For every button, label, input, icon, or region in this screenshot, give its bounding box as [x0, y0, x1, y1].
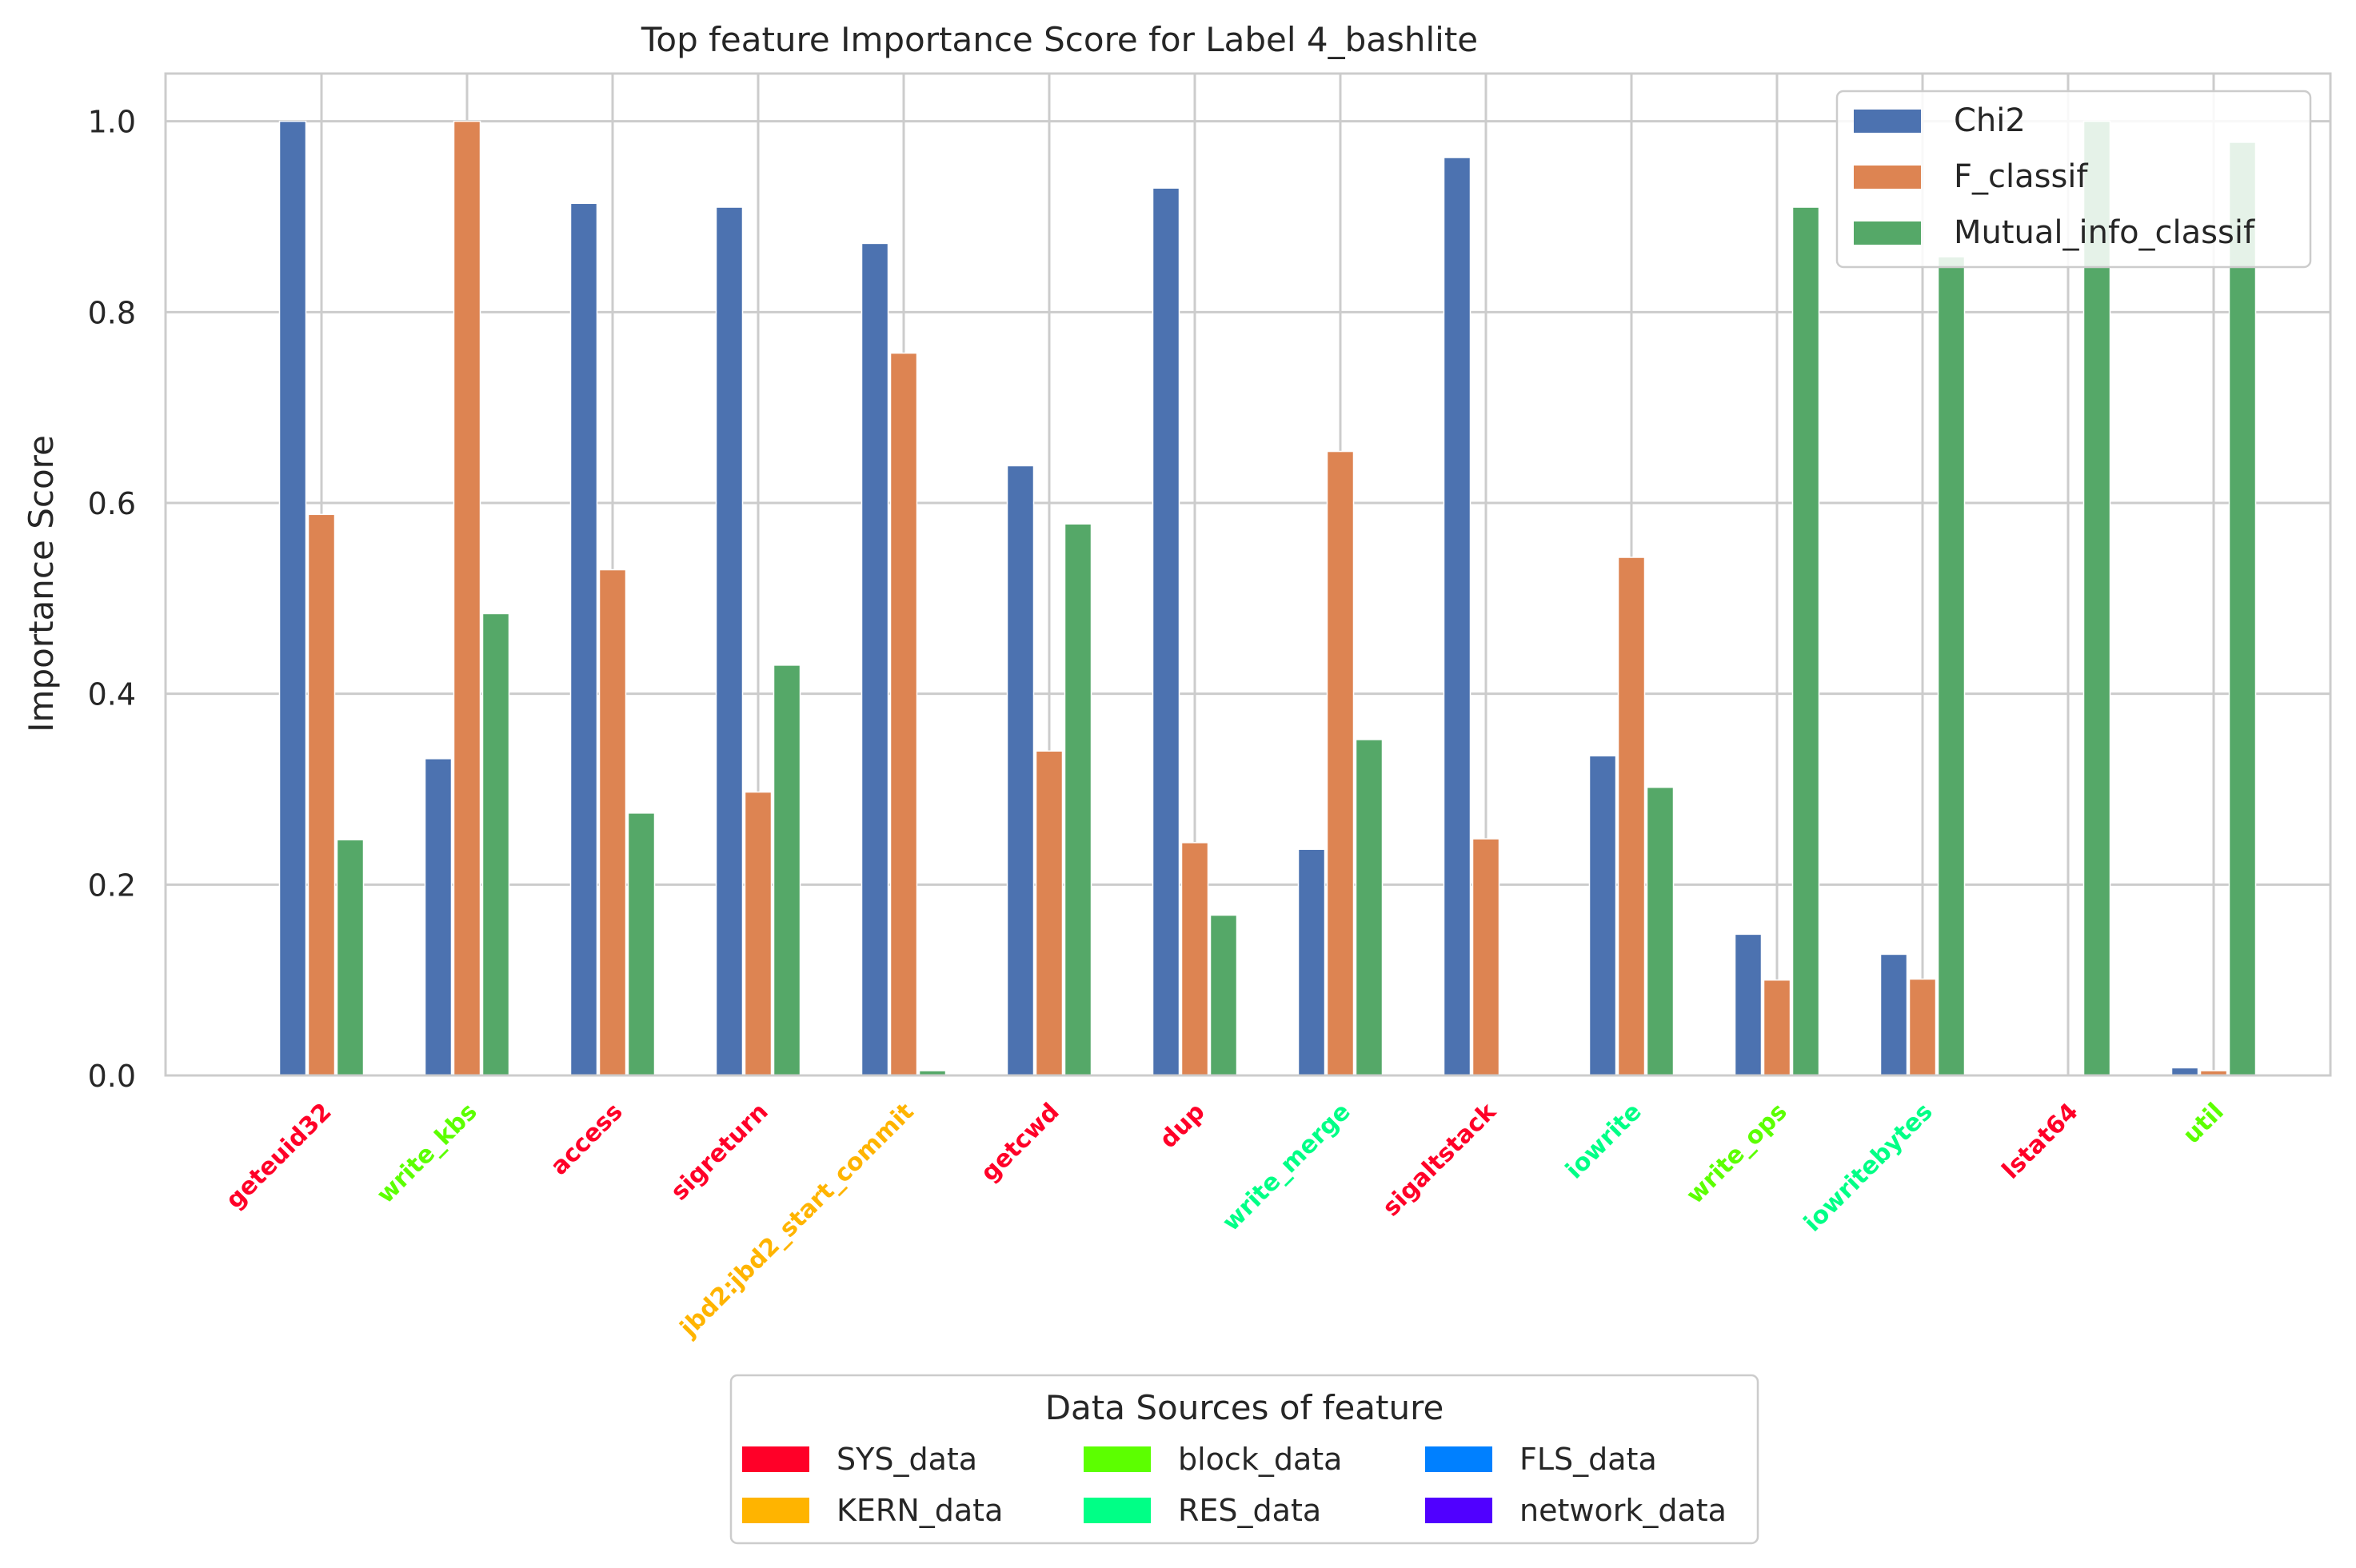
bar-mutual-info-classif-write-merge — [1355, 739, 1384, 1076]
x-tick-iowritebytes: iowritebytes — [1799, 1098, 1939, 1238]
source-label-sys-data: SYS_data — [837, 1442, 977, 1477]
x-tick-geteuid32: geteuid32 — [221, 1098, 337, 1215]
source-swatch-block-data — [1084, 1446, 1151, 1472]
x-tick-write-ops: write_ops — [1681, 1098, 1793, 1210]
y-axis-label: Importance Score — [22, 435, 61, 732]
bar-f-classif-dup — [1180, 842, 1209, 1076]
source-legend-title: Data Sources of feature — [1045, 1388, 1444, 1427]
bar-mutual-info-classif-iowritebytes — [1937, 256, 1966, 1076]
bar-f-classif-geteuid32 — [307, 513, 336, 1076]
source-label-res-data: RES_data — [1178, 1493, 1321, 1528]
legend-swatch-mutual-info-classif — [1854, 221, 1921, 245]
bar-f-classif-write-ops — [1763, 979, 1791, 1076]
series-legend-box — [1835, 90, 2312, 269]
source-swatch-network-data — [1425, 1498, 1492, 1523]
bar-f-classif-sigreturn — [744, 791, 773, 1076]
plot-frame — [164, 72, 2332, 1077]
source-label-kern-data: KERN_data — [837, 1493, 1003, 1528]
bar-mutual-info-classif-write-kbs — [481, 612, 510, 1076]
bar-chi2-sigaltstack — [1443, 157, 1472, 1076]
bar-chi2-write-merge — [1297, 848, 1326, 1076]
bar-mutual-info-classif-access — [627, 812, 656, 1076]
bar-chi2-geteuid32 — [278, 120, 307, 1076]
bar-chi2-write-kbs — [424, 758, 453, 1076]
source-label-block-data: block_data — [1178, 1442, 1342, 1477]
bar-chi2-access — [569, 202, 598, 1076]
legend-label-chi2: Chi2 — [1954, 102, 2026, 139]
legend-label-f-classif: F_classif — [1954, 158, 2088, 195]
bars-group — [278, 120, 2257, 1076]
x-tick-sigreturn: sigreturn — [665, 1098, 773, 1206]
series-legend: Chi2 F_classif Mutual_info_classif — [1835, 90, 2312, 269]
bar-chi2-jbd2-jbd2-start-commit — [861, 242, 889, 1076]
bar-mutual-info-classif-sigreturn — [773, 664, 801, 1076]
x-tick-sigaltstack: sigaltstack — [1377, 1097, 1502, 1222]
source-legend: Data Sources of feature SYS_data KERN_data… — [729, 1374, 1759, 1545]
y-tick-0-6: 0.6 — [88, 486, 136, 521]
x-tick-util: util — [2178, 1098, 2230, 1150]
x-tick-lstat64: lstat64 — [1997, 1098, 2084, 1185]
y-tick-0-0: 0.0 — [88, 1059, 136, 1094]
bar-chi2-iowrite — [1588, 755, 1617, 1076]
x-tick-labels: geteuid32 write_kbs access sigreturnjbd2:jb… — [221, 1097, 2230, 1343]
y-tick-0-4: 0.4 — [88, 677, 136, 712]
bar-mutual-info-classif-iowrite — [1646, 786, 1675, 1076]
source-swatch-kern-data — [742, 1498, 809, 1523]
bar-mutual-info-classif-dup — [1209, 914, 1238, 1076]
source-label-fls-data: FLS_data — [1519, 1442, 1657, 1477]
bar-f-classif-access — [598, 569, 627, 1076]
bar-mutual-info-classif-write-ops — [1791, 206, 1820, 1076]
bar-mutual-info-classif-lstat64 — [2082, 120, 2111, 1076]
bar-f-classif-write-kbs — [453, 120, 481, 1076]
y-tick-0-2: 0.2 — [88, 868, 136, 903]
bar-f-classif-sigaltstack — [1472, 838, 1500, 1076]
bar-f-classif-jbd2-jbd2-start-commit — [889, 352, 918, 1076]
x-tick-write-merge: write_merge — [1217, 1098, 1356, 1237]
x-tick-jbd2-jbd2-start-commit: jbd2:jbd2_start_commit — [674, 1098, 919, 1343]
bar-mutual-info-classif-getcwd — [1064, 523, 1092, 1076]
source-swatch-sys-data — [742, 1446, 809, 1472]
legend-label-mutual-info-classif: Mutual_info_classif — [1954, 214, 2255, 251]
source-label-network-data: network_data — [1519, 1493, 1727, 1528]
bar-chi2-iowritebytes — [1879, 953, 1908, 1076]
x-tick-write-kbs: write_kbs — [372, 1098, 483, 1209]
y-tick-labels: 0.0 0.2 0.4 0.6 0.8 1.0 — [88, 105, 136, 1094]
bar-f-classif-iowritebytes — [1908, 978, 1937, 1076]
bar-chi2-dup — [1152, 187, 1180, 1076]
source-swatch-res-data — [1084, 1498, 1151, 1523]
bar-f-classif-write-merge — [1326, 450, 1355, 1076]
bar-chi2-getcwd — [1006, 465, 1035, 1076]
x-tick-dup: dup — [1154, 1098, 1210, 1154]
source-swatch-fls-data — [1425, 1446, 1492, 1472]
chart-title: Top feature Importance Score for Label 4… — [641, 20, 1478, 59]
bar-f-classif-iowrite — [1617, 557, 1646, 1076]
x-tick-access: access — [545, 1098, 629, 1181]
bar-mutual-info-classif-util — [2228, 142, 2257, 1076]
x-tick-getcwd: getcwd — [976, 1098, 1065, 1187]
bar-mutual-info-classif-geteuid32 — [336, 839, 365, 1076]
y-tick-1-0: 1.0 — [88, 105, 136, 140]
bar-chi2-sigreturn — [715, 206, 744, 1076]
bar-chi2-write-ops — [1734, 933, 1763, 1076]
legend-swatch-f-classif — [1854, 166, 1921, 189]
y-tick-0-8: 0.8 — [88, 295, 136, 330]
bar-f-classif-getcwd — [1035, 750, 1064, 1076]
x-tick-iowrite: iowrite — [1560, 1098, 1647, 1184]
legend-swatch-chi2 — [1854, 110, 1921, 133]
source-legend-box — [729, 1374, 1759, 1545]
